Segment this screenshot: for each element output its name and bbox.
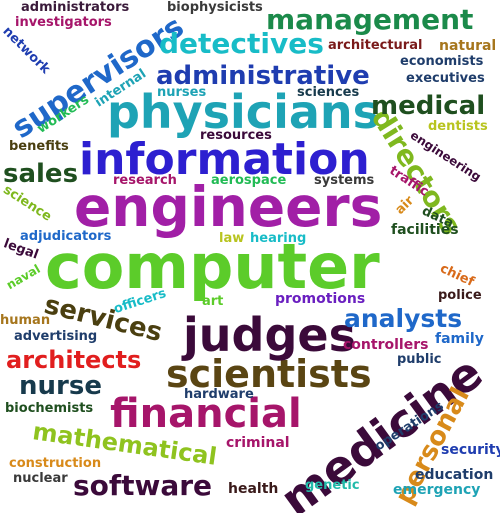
word-sales: sales xyxy=(3,159,79,189)
word-aerospace: aerospace xyxy=(211,173,287,188)
word-management: management xyxy=(266,3,474,36)
word-scientists: scientists xyxy=(166,352,372,396)
word-criminal: criminal xyxy=(226,435,290,451)
word-financial: financial xyxy=(110,391,302,437)
word-systems: systems xyxy=(314,173,375,188)
word-software: software xyxy=(73,469,213,502)
word-nuclear: nuclear xyxy=(13,471,68,486)
word-administrators: administrators xyxy=(21,0,130,15)
word-analysts: analysts xyxy=(344,304,463,333)
word-administrative: administrative xyxy=(156,61,370,91)
word-art: art xyxy=(202,294,224,309)
word-architects: architects xyxy=(6,346,142,374)
word-natural: natural xyxy=(439,38,497,54)
word-network: network xyxy=(0,23,53,78)
word-adjudicators: adjudicators xyxy=(20,229,112,244)
word-economists: economists xyxy=(400,54,484,69)
word-emergency: emergency xyxy=(393,482,481,498)
word-judges: judges xyxy=(183,308,356,362)
word-chief: chief xyxy=(437,261,477,290)
word-nurses: nurses xyxy=(157,85,207,100)
word-family: family xyxy=(435,331,484,347)
word-controllers: controllers xyxy=(343,337,429,353)
word-advertising: advertising xyxy=(14,329,98,344)
word-nurse: nurse xyxy=(19,371,102,401)
word-public: public xyxy=(397,352,442,367)
word-information: information xyxy=(79,134,370,185)
word-architectural: architectural xyxy=(328,38,423,53)
word-biochemists: biochemists xyxy=(5,401,94,416)
word-physicians: physicians xyxy=(107,85,381,139)
word-hearing: hearing xyxy=(250,231,307,246)
word-health: health xyxy=(228,481,279,497)
word-computer: computer xyxy=(45,230,380,303)
word-construction: construction xyxy=(9,456,102,471)
word-naval: naval xyxy=(3,261,43,293)
word-resources: resources xyxy=(200,128,272,143)
word-police: police xyxy=(438,288,482,303)
word-medical: medical xyxy=(371,91,486,121)
word-genetic: genetic xyxy=(305,478,360,493)
word-investigators: investigators xyxy=(15,15,112,30)
word-dentists: dentists xyxy=(428,119,488,134)
word-security: security xyxy=(441,442,500,458)
word-science: science xyxy=(0,182,55,225)
word-facilities: facilities xyxy=(391,222,459,238)
word-engineers: engineers xyxy=(74,175,383,239)
word-law: law xyxy=(219,231,245,246)
word-executives: executives xyxy=(406,71,485,86)
word-education: education xyxy=(415,467,494,483)
word-research: research xyxy=(113,173,177,188)
word-promotions: promotions xyxy=(275,291,366,307)
word-human: human xyxy=(0,313,51,328)
word-detectives: detectives xyxy=(159,27,324,60)
word-benefits: benefits xyxy=(9,139,69,154)
word-hardware: hardware xyxy=(184,387,254,402)
word-biophysicists: biophysicists xyxy=(167,0,263,15)
word-sciences: sciences xyxy=(297,85,360,100)
